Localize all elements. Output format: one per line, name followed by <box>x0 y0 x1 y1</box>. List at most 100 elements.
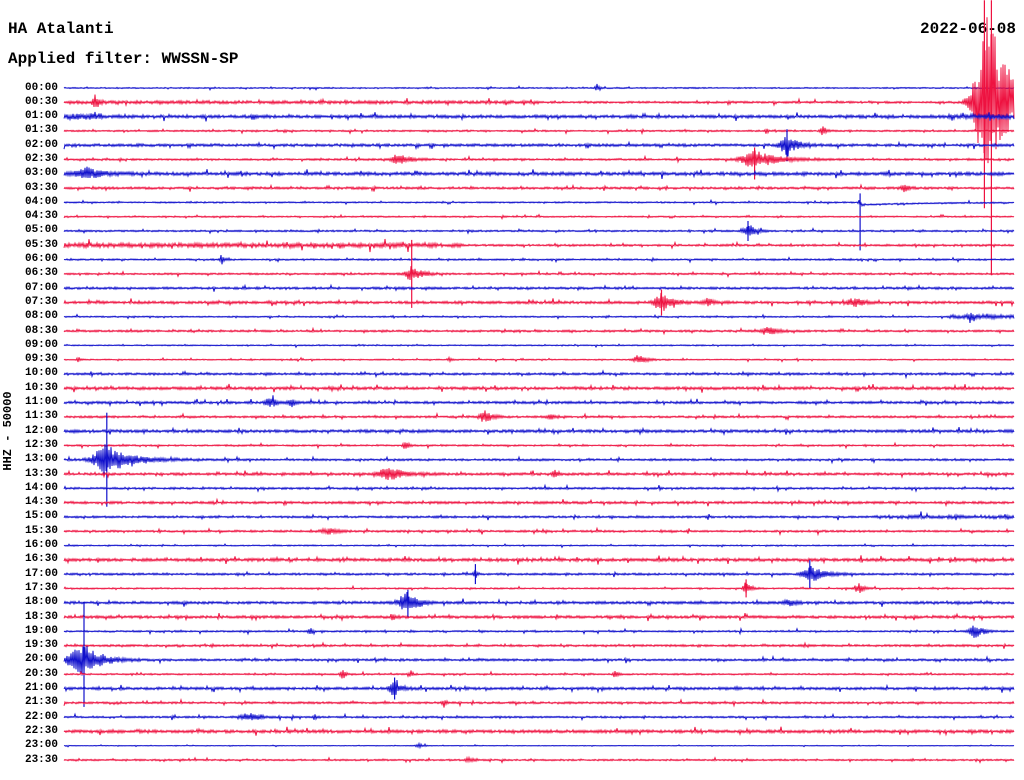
trace-row-1230 <box>63 441 1015 450</box>
trace-row-0000 <box>63 83 1015 92</box>
trace-row-1600 <box>63 542 1015 549</box>
time-label-1500: 15:00 <box>24 510 58 523</box>
time-label-1700: 17:00 <box>24 567 58 580</box>
time-label-1030: 10:30 <box>24 381 58 394</box>
trace-row-0030 <box>63 17 1015 164</box>
applied-filter-label: Applied filter: WWSSN-SP <box>8 50 239 68</box>
time-label-1530: 15:30 <box>24 524 58 537</box>
trace-row-0130 <box>63 126 1015 136</box>
time-label-0800: 08:00 <box>24 310 58 323</box>
time-label-1400: 14:00 <box>24 481 58 494</box>
trace-row-1100 <box>63 395 1015 408</box>
time-label-0630: 06:30 <box>24 267 58 280</box>
trace-row-0330 <box>63 183 1015 193</box>
time-label-0430: 04:30 <box>24 210 58 223</box>
time-label-1600: 16:00 <box>24 539 58 552</box>
trace-row-2000 <box>63 646 1015 676</box>
trace-row-1130 <box>63 410 1015 422</box>
trace-row-0230 <box>63 150 1015 167</box>
time-label-1630: 16:30 <box>24 553 58 566</box>
time-label-0130: 01:30 <box>24 124 58 137</box>
trace-row-1430 <box>63 497 1015 508</box>
trace-row-2230 <box>63 726 1015 737</box>
time-label-0300: 03:00 <box>24 167 58 180</box>
time-label-2130: 21:30 <box>24 696 58 709</box>
time-label-1330: 13:30 <box>24 467 58 480</box>
trace-row-1930 <box>63 641 1015 650</box>
trace-row-1800 <box>63 591 1015 610</box>
time-label-0930: 09:30 <box>24 353 58 366</box>
time-label-2230: 22:30 <box>24 724 58 737</box>
trace-row-0730 <box>63 292 1015 311</box>
trace-row-0300 <box>63 166 1015 179</box>
trace-row-2200 <box>63 712 1015 722</box>
time-label-1100: 11:00 <box>24 396 58 409</box>
time-label-2000: 20:00 <box>24 653 58 666</box>
trace-row-0630 <box>63 266 1015 281</box>
time-label-0230: 02:30 <box>24 152 58 165</box>
time-label-0200: 02:00 <box>24 138 58 151</box>
trace-row-0700 <box>63 283 1015 292</box>
time-label-2100: 21:00 <box>24 682 58 694</box>
time-label-0500: 05:00 <box>24 224 58 237</box>
time-label-0900: 09:00 <box>24 338 58 351</box>
time-label-0330: 03:30 <box>24 181 58 194</box>
time-label-1130: 11:30 <box>24 410 58 423</box>
time-label-1830: 18:30 <box>24 610 58 623</box>
time-label-1230: 12:30 <box>24 438 58 451</box>
trace-row-1330 <box>63 468 1015 480</box>
trace-row-2100 <box>63 679 1015 696</box>
record-date: 2022-06-08 <box>919 20 1016 38</box>
trace-row-1400 <box>63 483 1015 493</box>
time-label-1300: 13:00 <box>24 453 58 466</box>
trace-row-1200 <box>63 426 1015 437</box>
time-label-1430: 14:30 <box>24 496 58 509</box>
trace-row-1700 <box>63 565 1015 581</box>
trace-row-2030 <box>63 670 1015 679</box>
trace-row-0400 <box>63 198 1015 208</box>
time-label-1000: 10:00 <box>24 367 58 380</box>
trace-row-0500 <box>63 225 1015 236</box>
trace-row-1500 <box>63 511 1015 521</box>
trace-row-1000 <box>63 369 1015 380</box>
time-label-1800: 18:00 <box>24 596 58 609</box>
time-label-0100: 01:00 <box>24 110 58 123</box>
trace-row-0900 <box>63 343 1015 349</box>
time-label-1200: 12:00 <box>24 424 58 437</box>
trace-row-1900 <box>63 625 1015 638</box>
time-label-1730: 17:30 <box>24 581 58 594</box>
time-label-1930: 19:30 <box>24 639 58 652</box>
trace-row-1830 <box>63 612 1015 622</box>
trace-row-2130 <box>63 698 1015 708</box>
trace-row-0600 <box>63 255 1015 265</box>
trace-row-0800 <box>63 312 1015 323</box>
time-label-2300: 23:00 <box>24 739 58 752</box>
time-label-0400: 04:00 <box>24 195 58 208</box>
trace-row-2300 <box>63 741 1015 750</box>
trace-row-2330 <box>63 755 1015 764</box>
time-label-1900: 19:00 <box>24 624 58 637</box>
time-label-2030: 20:30 <box>24 667 58 680</box>
trace-row-0100 <box>63 111 1015 122</box>
trace-row-0930 <box>63 355 1015 364</box>
time-label-0830: 08:30 <box>24 324 58 337</box>
time-label-0000: 00:00 <box>24 81 58 94</box>
time-label-0600: 06:00 <box>24 253 58 266</box>
trace-row-1300 <box>63 444 1015 475</box>
trace-row-0830 <box>63 326 1015 336</box>
time-label-0700: 07:00 <box>24 281 58 294</box>
time-label-0730: 07:30 <box>24 295 58 308</box>
trace-row-0200 <box>63 137 1015 157</box>
trace-row-1730 <box>63 582 1015 594</box>
time-label-2330: 23:30 <box>24 753 58 766</box>
time-label-2200: 22:00 <box>24 710 58 723</box>
trace-row-0530 <box>63 238 1015 253</box>
time-label-0530: 05:30 <box>24 238 58 251</box>
trace-row-1030 <box>63 383 1015 393</box>
time-label-0030: 00:30 <box>24 95 58 108</box>
trace-row-1630 <box>63 554 1015 565</box>
trace-row-0430 <box>63 213 1015 220</box>
trace-row-1530 <box>63 526 1015 537</box>
